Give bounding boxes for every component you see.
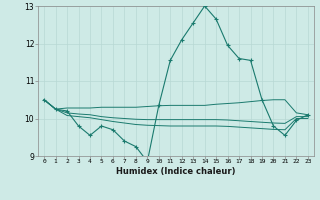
X-axis label: Humidex (Indice chaleur): Humidex (Indice chaleur) (116, 167, 236, 176)
